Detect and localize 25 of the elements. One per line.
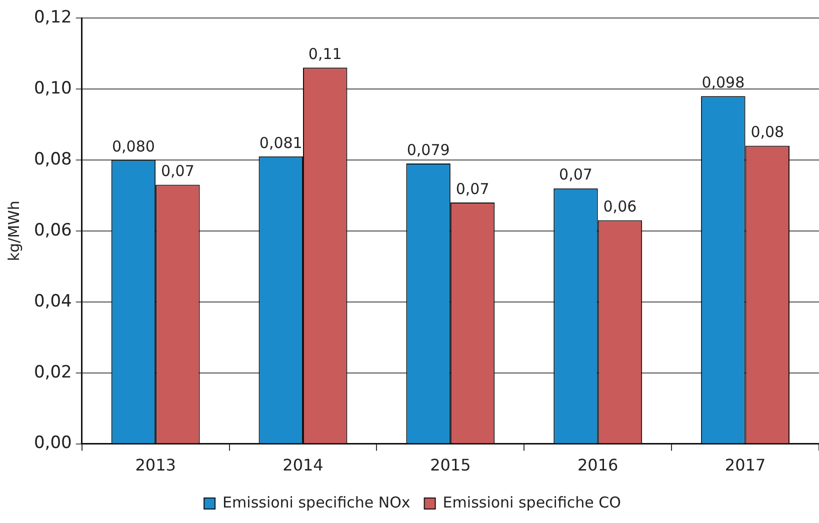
x-tick-label: 2014 [282,456,324,475]
y-tick-label: 0,04 [34,291,72,312]
data-label: 0,079 [406,140,450,159]
data-label: 0,11 [308,45,342,64]
y-tick-label: 0,08 [34,149,72,170]
legend-label: Emissioni specifiche NOx [222,493,410,512]
data-label: 0,080 [112,137,155,156]
data-label: 0,07 [160,162,194,180]
data-label: 0,06 [603,198,637,216]
data-label: 0,098 [702,73,745,92]
y-tick-label: 0,02 [34,362,72,382]
y-tick-label: 0,10 [34,78,72,98]
y-axis-title: kg/MWh [4,200,23,262]
data-label: 0,07 [456,180,490,198]
legend-label: Emissioni specifiche CO [442,493,621,512]
x-tick-label: 2016 [577,456,618,475]
x-tick-label: 2017 [724,456,766,475]
x-tick-label: 2013 [135,456,176,475]
data-label: 0,081 [259,134,302,152]
data-label: 0,08 [750,123,784,142]
y-tick-label: 0,00 [34,433,72,454]
y-tick-label: 0,06 [34,220,72,240]
x-tick-label: 2015 [430,456,471,475]
y-tick-label: 0,12 [34,7,72,28]
data-label: 0,07 [559,166,592,184]
